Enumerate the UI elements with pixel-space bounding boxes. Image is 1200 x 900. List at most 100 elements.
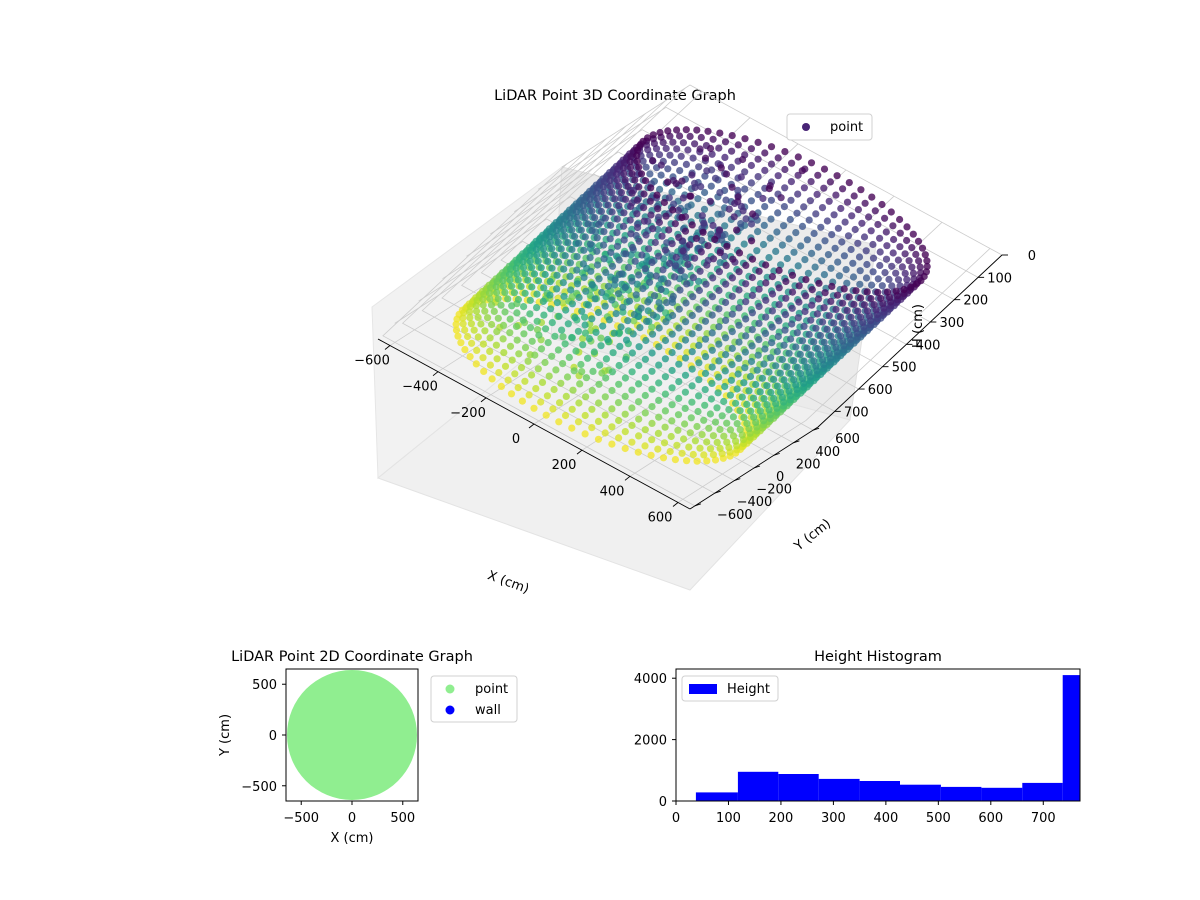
- data-point: [834, 326, 842, 334]
- data-point: [553, 285, 561, 293]
- data-point: [923, 257, 931, 265]
- data-point: [461, 326, 469, 334]
- data-point: [723, 311, 731, 319]
- data-point: [706, 197, 714, 205]
- chart-2d-legend-wall-label: wall: [475, 703, 501, 718]
- chart-3d-legend-marker: [802, 123, 810, 131]
- x-tick-label: 200: [552, 458, 577, 473]
- histogram-bar: [1062, 675, 1080, 801]
- data-point: [524, 276, 532, 284]
- data-point: [697, 133, 705, 142]
- data-point: [575, 399, 583, 407]
- data-point: [847, 313, 855, 321]
- data-point: [501, 308, 509, 316]
- data-point: [559, 226, 568, 234]
- data-point: [681, 336, 690, 344]
- data-point: [514, 295, 523, 304]
- data-point: [550, 251, 559, 259]
- data-point: [669, 138, 677, 146]
- data-point: [680, 435, 688, 443]
- data-point: [613, 170, 621, 178]
- data-point: [810, 229, 818, 238]
- data-point: [587, 190, 595, 198]
- data-point: [615, 434, 623, 442]
- data-point: [706, 410, 715, 418]
- data-point: [854, 239, 862, 247]
- data-point: [885, 293, 894, 301]
- data-point: [547, 305, 555, 313]
- data-point: [857, 186, 865, 194]
- data-point: [513, 270, 521, 278]
- data-point: [528, 337, 536, 345]
- data-point: [588, 315, 596, 323]
- data-point: [661, 407, 670, 415]
- data-point: [533, 304, 541, 312]
- data-point: [777, 261, 785, 269]
- data-point: [524, 357, 532, 365]
- data-point: [517, 282, 525, 290]
- data-point: [808, 286, 816, 294]
- data-point: [586, 240, 595, 248]
- data-point: [716, 189, 724, 197]
- data-point: [473, 296, 481, 304]
- data-point: [598, 369, 606, 377]
- data-point: [871, 207, 879, 215]
- data-point: [599, 322, 607, 330]
- data-point: [698, 212, 706, 220]
- data-point: [604, 201, 612, 209]
- data-point: [493, 288, 501, 297]
- data-point: [593, 234, 601, 242]
- data-point: [855, 253, 864, 261]
- data-point: [755, 267, 763, 275]
- data-point: [641, 374, 649, 382]
- data-point: [753, 247, 761, 255]
- data-point: [537, 345, 546, 353]
- data-point: [816, 351, 825, 359]
- data-point: [773, 347, 781, 356]
- data-point: [716, 444, 724, 452]
- data-point: [800, 322, 808, 330]
- data-point: [908, 263, 916, 271]
- data-point: [742, 215, 750, 223]
- data-point: [533, 290, 541, 298]
- data-point: [700, 416, 708, 424]
- data-point: [619, 303, 627, 311]
- data-point: [803, 344, 811, 352]
- data-point: [701, 172, 709, 180]
- data-point: [688, 221, 696, 229]
- data-point: [716, 129, 724, 137]
- data-point: [733, 385, 741, 393]
- data-point: [820, 304, 828, 312]
- data-point: [695, 163, 703, 171]
- data-point: [624, 182, 632, 190]
- data-point: [837, 204, 845, 213]
- data-point: [874, 275, 882, 283]
- data-point: [510, 289, 518, 297]
- data-point: [575, 239, 583, 247]
- data-point: [644, 307, 652, 315]
- data-point: [530, 270, 539, 278]
- data-point: [601, 393, 609, 401]
- data-point: [680, 273, 689, 281]
- data-point: [700, 205, 709, 213]
- data-point: [795, 282, 803, 290]
- data-point: [535, 331, 543, 339]
- data-point: [691, 183, 699, 192]
- data-point: [686, 192, 694, 200]
- data-point: [781, 184, 789, 192]
- data-point: [648, 330, 657, 338]
- data-point: [892, 269, 900, 277]
- data-point: [843, 279, 851, 287]
- data-point: [869, 240, 877, 249]
- data-point: [717, 164, 725, 172]
- data-point: [836, 313, 845, 321]
- data-point: [805, 330, 813, 339]
- data-point: [540, 284, 548, 292]
- data-point: [849, 273, 858, 281]
- data-point: [828, 231, 836, 239]
- data-point: [620, 159, 628, 167]
- data-point: [823, 217, 832, 225]
- data-point: [758, 374, 767, 382]
- data-point: [655, 413, 663, 421]
- data-point: [705, 424, 713, 432]
